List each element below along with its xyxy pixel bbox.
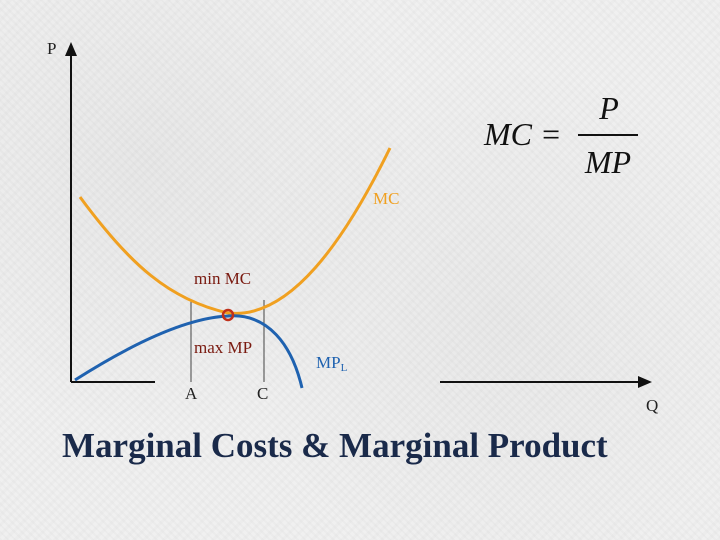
x-axis-label: Q bbox=[646, 396, 659, 415]
mp-curve bbox=[74, 314, 304, 389]
formula-denominator: MP bbox=[584, 144, 632, 180]
tick-label-c: C bbox=[257, 384, 269, 403]
x-axis-arrow bbox=[638, 376, 652, 388]
formula-fraction-bar bbox=[578, 134, 638, 136]
mp-curve-label-subscript: L bbox=[340, 362, 348, 374]
tick-label-a: A bbox=[185, 384, 198, 403]
marginal-cost-formula: MC = P MP bbox=[484, 92, 644, 184]
y-axis-label: P bbox=[47, 39, 57, 58]
slide-title: Marginal Costs & Marginal Product bbox=[62, 426, 608, 465]
formula-numerator: P bbox=[599, 90, 619, 126]
mp-curve-label: MPL bbox=[316, 354, 347, 374]
mp-curve-label-text: MP bbox=[316, 353, 341, 372]
mc-curve bbox=[78, 147, 392, 315]
mc-curve-label: MC bbox=[373, 189, 400, 208]
min-mc-annotation: min MC bbox=[194, 269, 252, 288]
y-axis-arrow bbox=[65, 42, 77, 56]
formula-lhs: MC = bbox=[484, 116, 562, 152]
intersection-marker bbox=[221, 308, 235, 322]
max-mp-annotation: max MP bbox=[194, 338, 253, 357]
